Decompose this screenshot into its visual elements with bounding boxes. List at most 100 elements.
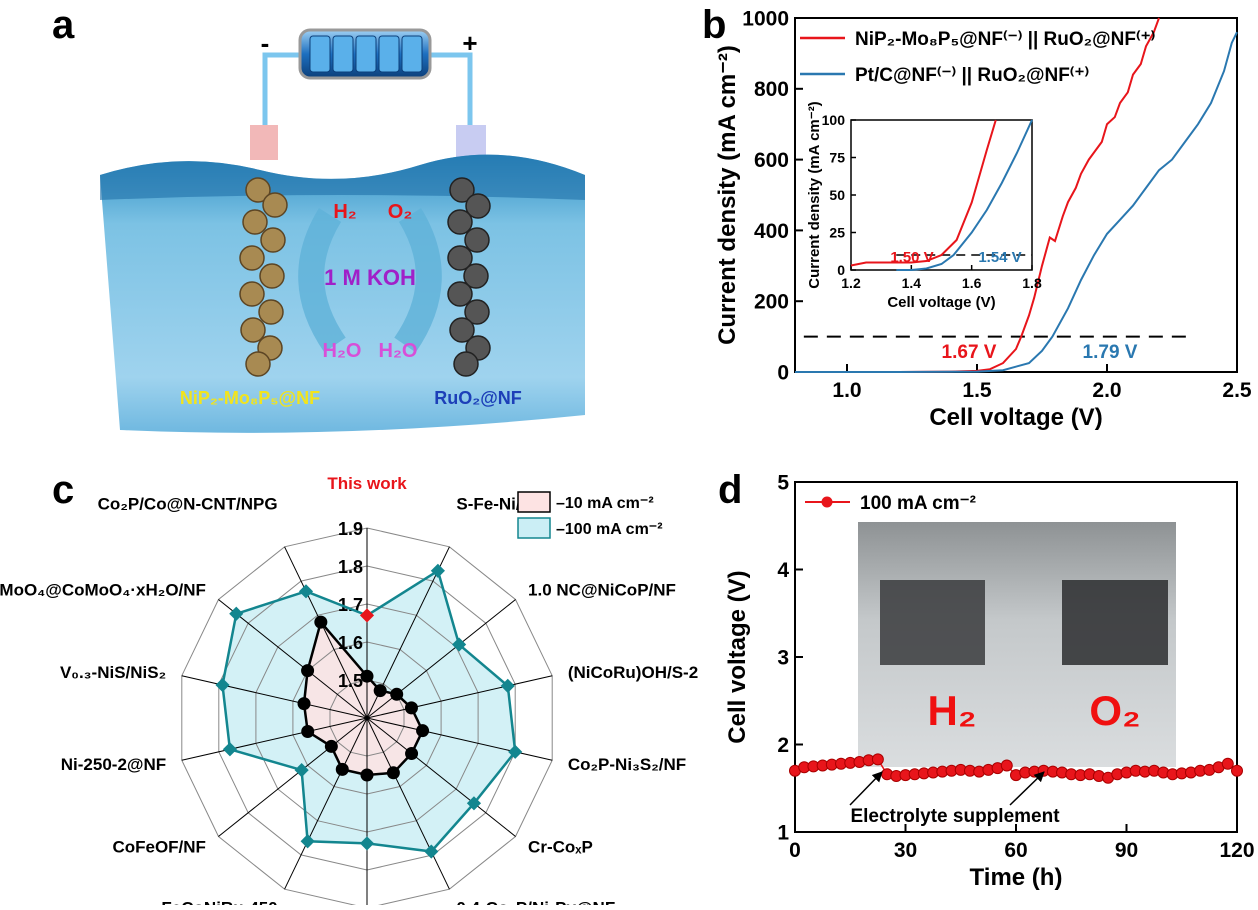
battery-minus: -	[261, 28, 270, 58]
annotation: Electrolyte supplement	[850, 806, 1060, 827]
water-surface	[100, 155, 585, 200]
photo-electrode	[1062, 580, 1168, 665]
x-tick-label: 60	[1004, 839, 1027, 862]
data-point	[390, 688, 403, 701]
plot-frame	[851, 120, 1032, 270]
cathode-label: NiP₂-Mo₈P₅@NF	[180, 388, 320, 408]
y-axis-label: Current density (mA cm⁻²)	[806, 101, 823, 288]
r-tick-label: 1.8	[338, 557, 363, 577]
photo-label: O₂	[1089, 687, 1140, 734]
category-label: Ni-250-2@NF	[61, 755, 166, 774]
y-tick-label: 25	[829, 224, 845, 240]
x-tick-label: 2.5	[1222, 379, 1252, 402]
x-axis-label: Cell voltage (V)	[929, 404, 1102, 431]
y-tick-label: 0	[837, 262, 845, 278]
y-tick-label: 75	[829, 149, 845, 165]
legend-label: –10 mA cm⁻²	[556, 495, 654, 512]
x-tick-label: 2.0	[1092, 379, 1121, 402]
panel-label: d	[718, 468, 742, 512]
annotation: 1.67 V	[942, 342, 997, 363]
category-label: Cr-CoₓP	[528, 837, 593, 856]
photo-label: H₂	[928, 687, 977, 734]
y-tick-label: 3	[777, 646, 789, 669]
y-tick-label: 50	[829, 187, 845, 203]
illustration: - + H₂ O₂ 1 M KOH H₂O H₂O NiP₂-Mo₈P₅@NF …	[100, 28, 585, 433]
data-point	[1222, 758, 1233, 769]
x-axis-label: Time (h)	[970, 864, 1063, 891]
y-tick-label: 0	[777, 361, 789, 384]
y-tick-label: 200	[754, 291, 789, 314]
data-point	[361, 769, 374, 782]
y-tick-label: 400	[754, 220, 789, 243]
legend-swatch	[518, 518, 550, 538]
data-point	[301, 664, 314, 677]
battery-cells	[310, 36, 422, 72]
legend-label: 100 mA cm⁻²	[860, 493, 976, 514]
legend-swatch	[518, 492, 550, 512]
x-tick-label: 1.6	[962, 275, 982, 291]
anode-label: RuO₂@NF	[434, 388, 522, 408]
y-axis-label: Cell voltage (V)	[724, 570, 751, 743]
data-point	[298, 697, 311, 710]
r-tick-label: 1.5	[338, 671, 363, 691]
category-label: CoFeOF/NF	[112, 837, 206, 856]
y-tick-label: 5	[777, 471, 789, 494]
r-tick-label: 1.9	[338, 519, 363, 539]
data-point	[374, 684, 387, 697]
figure: - + H₂ O₂ 1 M KOH H₂O H₂O NiP₂-Mo₈P₅@NF …	[0, 0, 1258, 905]
data-point	[336, 763, 349, 776]
y-tick-label: 4	[777, 559, 789, 582]
water-label: H₂O	[379, 340, 418, 362]
electrolyte-label: 1 M KOH	[324, 265, 416, 290]
r-tick-label: 1.6	[338, 633, 363, 653]
legend-label: Pt/C@NF⁽⁻⁾ || RuO₂@NF⁽⁺⁾	[855, 65, 1089, 86]
x-tick-label: 0	[789, 839, 801, 862]
category-label: This work	[327, 474, 407, 493]
data-point	[405, 747, 418, 760]
x-tick-label: 1.4	[902, 275, 922, 291]
data-point	[1232, 765, 1243, 776]
category-label: Co₂P/Co@N-CNT/NPG	[98, 495, 278, 514]
photo-electrode	[880, 580, 985, 665]
y-tick-label: 100	[822, 112, 846, 128]
panel-label: a	[52, 3, 75, 47]
y-tick-label: 1000	[742, 7, 789, 30]
x-tick-label: 1.0	[832, 379, 861, 402]
x-tick-label: 30	[894, 839, 917, 862]
y-axis-label: Current density (mA cm⁻²)	[714, 45, 741, 345]
y-tick-label: 1	[777, 821, 789, 844]
panel-label: c	[52, 468, 74, 512]
y-tick-label: 600	[754, 149, 789, 172]
legend-label: NiP₂-Mo₈P₅@NF⁽⁻⁾ || RuO₂@NF⁽⁺⁾	[855, 29, 1155, 50]
data-point	[361, 670, 374, 683]
battery-plus: +	[462, 28, 477, 58]
annotation: 1.54 V	[978, 249, 1021, 266]
x-tick-label: 90	[1115, 839, 1138, 862]
category-label: Co₂P-Ni₃S₂/NF	[568, 755, 686, 774]
data-point	[416, 724, 429, 737]
data-point	[405, 701, 418, 714]
category-label: FeCoNiRu-450	[161, 899, 277, 905]
category-label: NiMoO₄@CoMoO₄·xH₂O/NF	[0, 581, 206, 600]
data-point	[314, 616, 327, 629]
annotation: 1.50 V	[890, 249, 933, 266]
panel-label: b	[702, 3, 726, 47]
category-label: V₀.₃-NiS/NiS₂	[60, 663, 166, 682]
water-label: H₂O	[323, 340, 362, 362]
x-tick-label: 1.5	[962, 379, 992, 402]
x-tick-label: 1.8	[1022, 275, 1042, 291]
data-point	[301, 725, 314, 738]
category-label: 1.0 NC@NiCoP/NF	[528, 581, 676, 600]
y-tick-label: 2	[777, 734, 789, 757]
category-label: 0.4-Co₂P/NiₓPy@NF	[456, 899, 615, 905]
x-tick-label: 120	[1219, 839, 1254, 862]
data-point	[1001, 760, 1012, 771]
annotation: 1.79 V	[1083, 342, 1138, 363]
legend-marker	[822, 497, 833, 508]
y-tick-label: 800	[754, 78, 789, 101]
x-axis-label: Cell voltage (V)	[887, 294, 995, 311]
data-point	[387, 766, 400, 779]
o2-label: O₂	[388, 201, 412, 223]
legend-label: –100 mA cm⁻²	[556, 521, 663, 538]
annotation-arrow	[850, 772, 882, 805]
